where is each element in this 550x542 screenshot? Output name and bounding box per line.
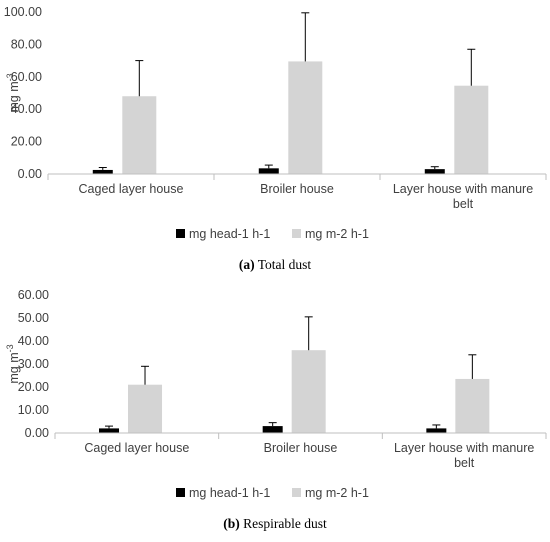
bar-head-1 [99, 428, 120, 433]
legend-swatch [176, 488, 185, 497]
y-axis-label: mg m-3 [5, 344, 21, 383]
y-axis-label: mg m-3 [5, 73, 21, 112]
bar-head-2 [258, 168, 279, 174]
category-label: Broiler house [264, 441, 338, 455]
bar-head-3 [424, 169, 445, 174]
y-tick-label: 0.00 [18, 167, 42, 181]
legend-label: mg m-2 h-1 [305, 227, 369, 241]
legend-label: mg head-1 h-1 [189, 486, 270, 500]
bar-head-1 [92, 169, 113, 174]
y-tick-label: 0.00 [25, 426, 49, 440]
category-label: Caged layer house [84, 441, 189, 455]
y-tick-label: 100.00 [4, 5, 42, 19]
y-tick-label: 60.00 [18, 288, 49, 302]
chart-panel-1: 0.00 20.00 40.00 60.00 80.00 100.00 mg m-3 Cage… [4, 5, 547, 272]
y-tick-label: 40.00 [11, 102, 42, 116]
category-label: belt [454, 456, 475, 470]
bar-area-1 [122, 96, 157, 174]
y-axis-label-exponent: -3 [5, 344, 15, 352]
y-tick-label: 80.00 [11, 37, 42, 51]
y-tick-label: 40.00 [18, 334, 49, 348]
caption-text: Respirable dust [240, 516, 327, 531]
y-tick-label: 20.00 [11, 135, 42, 149]
category-label: belt [453, 197, 474, 211]
legend-swatch [292, 229, 301, 238]
bar-area-3 [455, 378, 490, 433]
category-label: Caged layer house [79, 182, 184, 196]
legend-label: mg head-1 h-1 [189, 227, 270, 241]
bar-area-3 [454, 85, 489, 174]
legend-swatch [292, 488, 301, 497]
caption-text: Total dust [255, 257, 312, 272]
legend-label: mg m-2 h-1 [305, 486, 369, 500]
bar-head-2 [262, 426, 283, 433]
caption-letter: (a) [239, 257, 255, 272]
bar-area-2 [288, 61, 323, 174]
chart-panel-2: 0.00 10.00 20.00 30.00 40.00 50.00 60.00 mg m-3… [5, 288, 547, 531]
figure-caption: (a) Total dust [239, 257, 312, 272]
bar-area-2 [291, 350, 326, 433]
y-tick-label: 30.00 [18, 357, 49, 371]
category-label: Broiler house [260, 182, 334, 196]
y-tick-label: 10.00 [18, 403, 49, 417]
y-axis-label-exponent: -3 [5, 73, 15, 81]
bar-area-1 [128, 384, 163, 433]
bar-head-3 [426, 428, 447, 433]
y-tick-label: 60.00 [11, 70, 42, 84]
category-label: Layer house with manure [393, 182, 533, 196]
category-label: Layer house with manure [394, 441, 534, 455]
y-tick-label: 20.00 [18, 380, 49, 394]
y-tick-label: 50.00 [18, 311, 49, 325]
legend-swatch [176, 229, 185, 238]
caption-letter: (b) [223, 516, 240, 531]
figure-caption: (b) Respirable dust [223, 516, 327, 531]
